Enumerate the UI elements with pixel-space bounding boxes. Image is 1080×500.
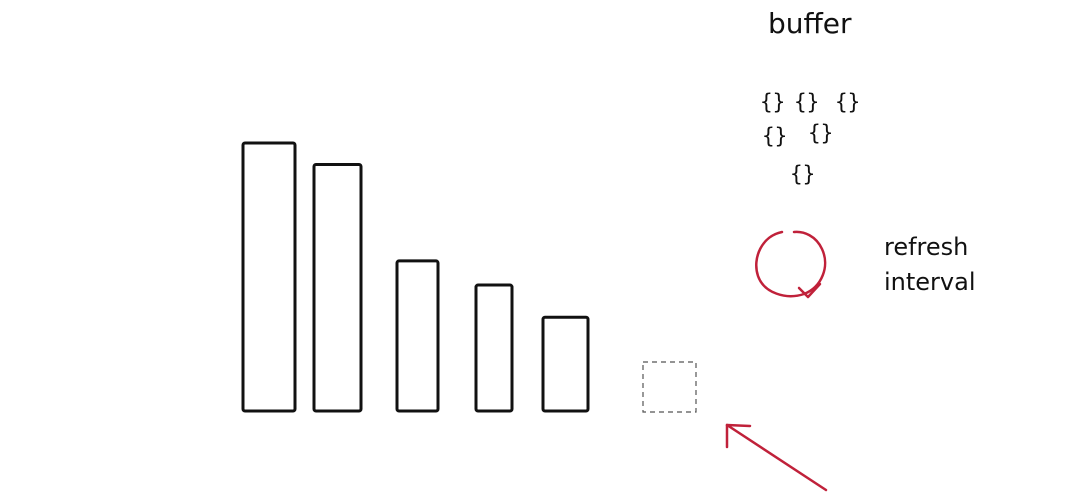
buffer-items: {} {} {} {} {} {} — [760, 90, 860, 186]
empty-slot-placeholder — [642, 361, 697, 413]
refresh-interval-label-line2: interval — [884, 268, 976, 296]
bar-3 — [395, 259, 440, 413]
buffer-item: {} — [808, 121, 833, 145]
bar-5 — [541, 315, 590, 413]
bar-2 — [312, 162, 363, 413]
buffer-label: buffer — [768, 7, 852, 40]
buffer-item: {} — [762, 124, 787, 148]
incoming-arrow-icon — [725, 423, 828, 492]
bars-group — [241, 141, 590, 413]
buffer-item: {} — [790, 162, 815, 186]
refresh-interval-label-line1: refresh — [884, 233, 968, 261]
bar-4 — [474, 283, 514, 413]
bar-1 — [241, 141, 297, 413]
buffer-item: {} — [794, 90, 819, 114]
refresh-loop-icon — [755, 230, 827, 299]
buffer-item: {} — [835, 90, 860, 114]
buffer-item: {} — [760, 90, 785, 114]
